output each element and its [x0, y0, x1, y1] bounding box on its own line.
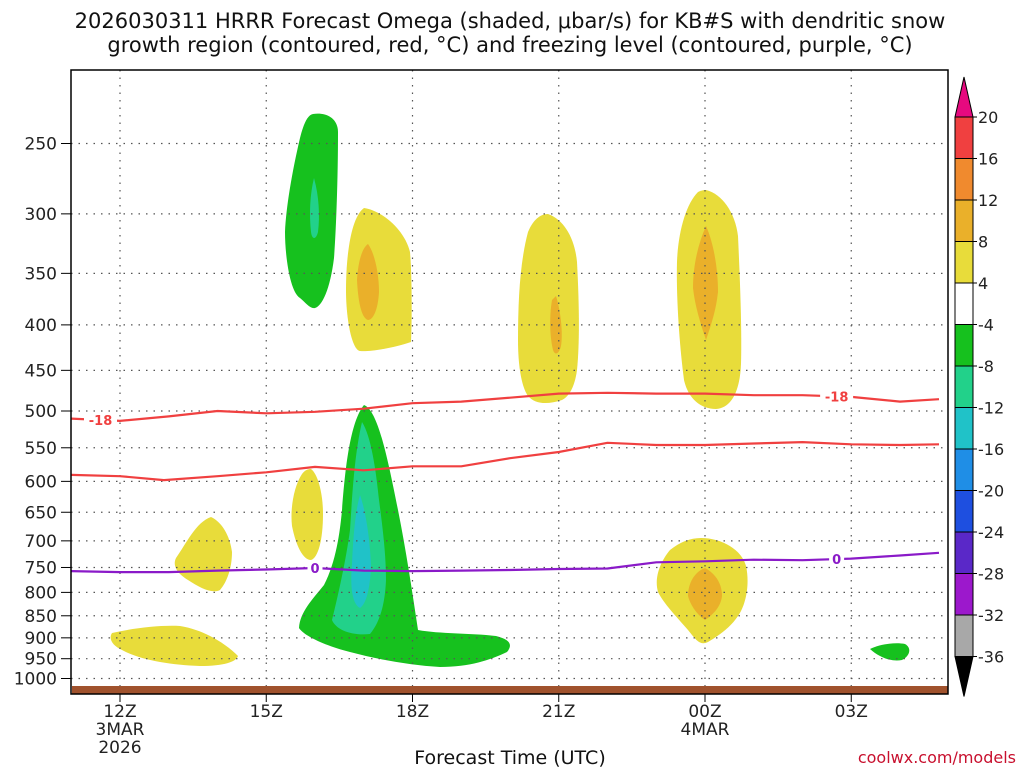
colorbar-box: [954, 324, 974, 367]
colorbar-box: [954, 199, 974, 242]
y-tick-label: 250: [25, 135, 57, 155]
ascent-core-16z-upper: [357, 244, 379, 320]
y-tick-label: 400: [25, 316, 57, 336]
x-tick-label: 00Z: [688, 702, 721, 722]
descent-core-lower: [351, 495, 371, 608]
x-tick-label: 18Z: [396, 702, 429, 722]
y-tick-label: 500: [25, 402, 57, 422]
colorbar-label: -8: [978, 357, 994, 376]
ascent-area-13z: [174, 517, 232, 592]
y-tick-label: 850: [25, 607, 57, 627]
contour-label-bg: [84, 412, 117, 428]
y-tick-label: 950: [25, 650, 57, 670]
y-tick-label: 350: [25, 264, 57, 284]
y-tick-label: 700: [25, 532, 57, 552]
colorbar-label: -4: [978, 316, 994, 335]
colorbar-box: [954, 407, 974, 450]
contour-label-bg: [307, 559, 323, 575]
plot-frame: [70, 69, 949, 695]
chart-title-line2: growth region (contoured, red, °C) and f…: [107, 33, 912, 57]
contour-label: 0: [310, 562, 319, 577]
y-axis: 2503003504004505005506006507007508008509…: [14, 135, 71, 690]
colorbar: 20 16 12 8 4 -4 -8 -12 -16 -20 -24 -28 -32 -36: [954, 76, 1004, 697]
contour-dendritic--18c: [71, 391, 940, 422]
colorbar-box: [954, 241, 974, 284]
contour-label: -18: [825, 390, 849, 405]
colorbar-label: -28: [978, 565, 1004, 584]
colorbar-label: -36: [978, 648, 1004, 667]
ascent-area-12z-lower: [110, 625, 238, 666]
ground-terrain: [72, 686, 948, 694]
ascent-core-00z-upper: [693, 226, 718, 340]
x-tick-date: 3MAR: [96, 720, 145, 740]
contour-label-bg: [829, 551, 845, 567]
colorbar-label: -32: [978, 606, 1004, 625]
contour-freezing-level-0c: [71, 551, 940, 574]
colorbar-min-arrow: [954, 656, 974, 697]
y-tick-label: 550: [25, 439, 57, 459]
colorbar-label: 20: [978, 108, 998, 127]
colorbar-label: -24: [978, 523, 1004, 542]
colorbar-box: [954, 116, 974, 159]
x-tick-label: 21Z: [542, 702, 575, 722]
colorbar-label: 12: [978, 191, 998, 210]
ascent-core-00z-lower: [688, 568, 722, 620]
x-tick-year: 2026: [98, 738, 141, 758]
colorbar-box: [954, 531, 974, 574]
contour-label: 0: [832, 553, 841, 568]
colorbar-label: -12: [978, 399, 1004, 418]
x-axis-label: Forecast Time (UTC): [414, 747, 605, 768]
omega-shading: [110, 113, 910, 667]
y-tick-label: 1000: [14, 670, 57, 690]
colorbar-label: 4: [978, 274, 988, 293]
colorbar-box: [954, 448, 974, 491]
descent-core-upper: [310, 178, 319, 238]
x-tick-label: 15Z: [250, 702, 283, 722]
chart-title-line1: 2026030311 HRRR Forecast Omega (shaded, …: [75, 9, 946, 33]
colorbar-box: [954, 490, 974, 533]
x-tick-label: 12Z: [103, 702, 136, 722]
contour-dendritic--12c: [71, 441, 940, 482]
y-tick-label: 750: [25, 558, 57, 578]
colorbar-label: 8: [978, 233, 988, 252]
contour-label: -18: [89, 414, 113, 429]
colorbar-box: [954, 365, 974, 408]
colorbar-max-arrow: [954, 76, 974, 118]
colorbar-box: [954, 158, 974, 201]
grid-lines: [71, 70, 948, 694]
colorbar-box: [954, 282, 974, 325]
descent-area-lower: [299, 405, 510, 667]
y-tick-label: 300: [25, 205, 57, 225]
x-tick-date: 4MAR: [681, 720, 730, 740]
ascent-area-16z-mid: [291, 469, 323, 560]
y-tick-label: 600: [25, 472, 57, 492]
contour-lines: -18 -18 0 0: [71, 388, 940, 577]
y-tick-label: 450: [25, 361, 57, 381]
colorbar-label: 16: [978, 150, 998, 169]
credit-text: coolwx.com/models: [858, 748, 1016, 767]
x-tick-label: 03Z: [835, 702, 868, 722]
colorbar-label: -16: [978, 440, 1004, 459]
contour-label-bg: [820, 388, 854, 404]
colorbar-box: [954, 573, 974, 616]
colorbar-box: [954, 614, 974, 657]
colorbar-label: -20: [978, 482, 1004, 501]
y-tick-label: 900: [25, 629, 57, 649]
ascent-area-21z: [518, 214, 579, 404]
y-tick-label: 650: [25, 503, 57, 523]
y-tick-label: 800: [25, 583, 57, 603]
descent-area-03z: [870, 643, 910, 661]
ascent-area-16z-upper: [346, 208, 412, 352]
